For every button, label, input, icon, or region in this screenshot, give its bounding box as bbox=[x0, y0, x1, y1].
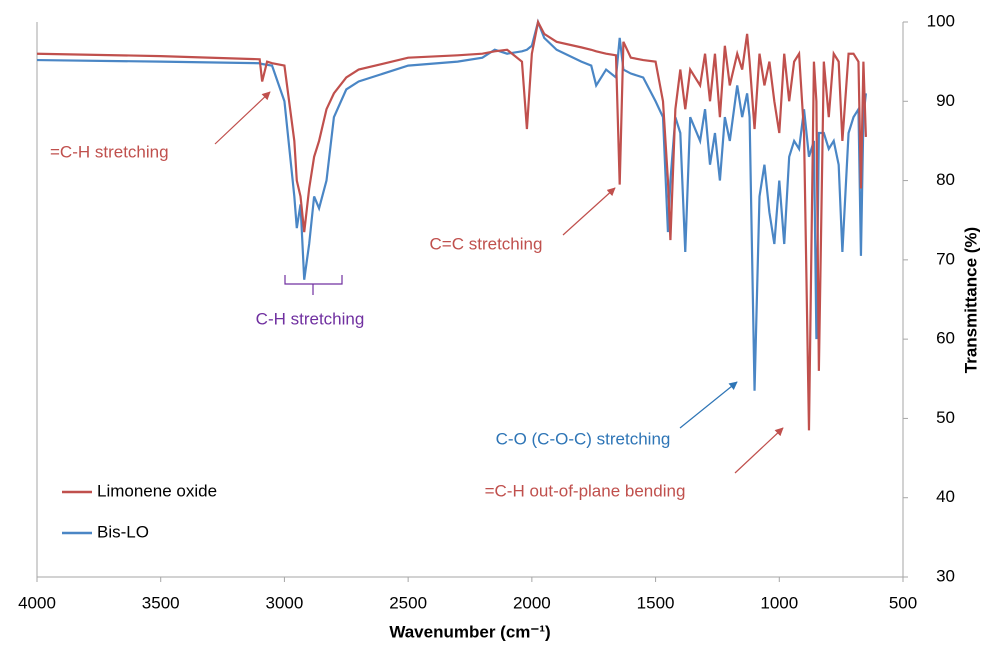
annotation: C=C stretching bbox=[430, 234, 543, 253]
annotation: C-H stretching bbox=[256, 309, 365, 328]
y-tick-label: 50 bbox=[936, 408, 955, 427]
x-axis-label: Wavenumber (cm⁻¹) bbox=[389, 622, 550, 641]
y-tick-label: 90 bbox=[936, 91, 955, 110]
y-tick-label: 100 bbox=[927, 11, 955, 30]
series-line bbox=[36, 18, 867, 431]
annotation: C-O (C-O-C) stretching bbox=[496, 429, 671, 448]
annotation-arrow bbox=[562, 187, 616, 236]
annotation-arrow bbox=[214, 91, 271, 145]
legend-label: Limonene oxide bbox=[97, 481, 217, 500]
y-axis-label: Transmittance (%) bbox=[961, 227, 980, 373]
legend-label: Bis-LO bbox=[97, 522, 149, 541]
y-tick-label: 60 bbox=[936, 329, 955, 348]
annotation-arrow bbox=[679, 381, 738, 429]
annotation-brace bbox=[284, 275, 343, 295]
y-tick-label: 70 bbox=[936, 249, 955, 268]
x-tick-label: 2000 bbox=[513, 593, 551, 612]
x-tick-label: 4000 bbox=[18, 593, 56, 612]
y-tick-label: 40 bbox=[936, 487, 955, 506]
x-tick-label: 3000 bbox=[266, 593, 304, 612]
series-line bbox=[36, 18, 867, 391]
x-tick-label: 2500 bbox=[389, 593, 427, 612]
y-tick-label: 80 bbox=[936, 170, 955, 189]
x-tick-label: 500 bbox=[889, 593, 917, 612]
x-tick-label: 1000 bbox=[760, 593, 798, 612]
annotation: =C-H out-of-plane bending bbox=[485, 481, 686, 500]
y-tick-label: 30 bbox=[936, 566, 955, 585]
x-tick-label: 1500 bbox=[637, 593, 675, 612]
x-tick-label: 3500 bbox=[142, 593, 180, 612]
annotation-arrow bbox=[734, 427, 784, 474]
annotation: =C-H stretching bbox=[50, 142, 169, 161]
